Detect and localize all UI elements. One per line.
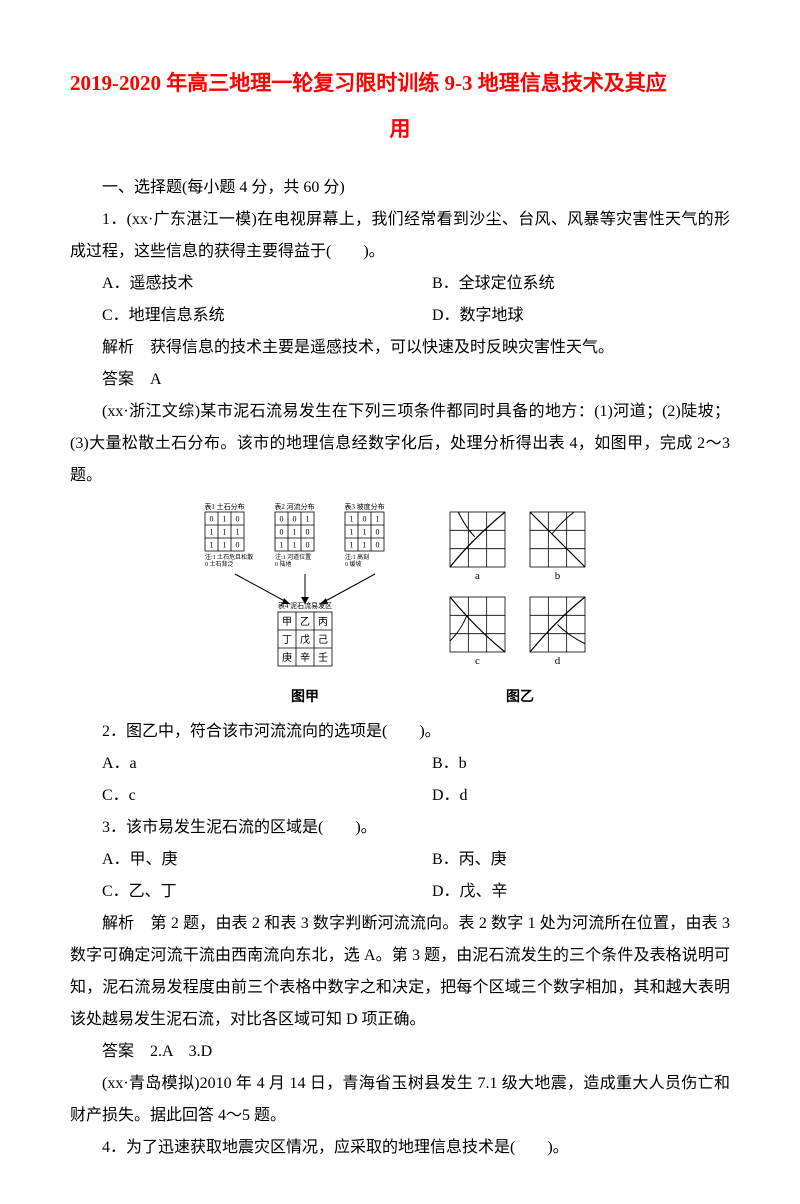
svg-text:0: 0 <box>280 515 284 524</box>
svg-text:c: c <box>475 655 480 667</box>
svg-text:1: 1 <box>223 541 227 550</box>
q3-stem: 3．该市易发生泥石流的区域是( )。 <box>70 812 730 844</box>
figure-yi-svg: a b c d <box>440 502 600 677</box>
svg-text:乙: 乙 <box>300 616 310 628</box>
svg-text:1: 1 <box>376 515 380 524</box>
title-line1: 2019-2020 年高三地理一轮复习限时训练 9-3 地理信息技术及其应 <box>70 71 667 95</box>
svg-text:注:1 高刻: 注:1 高刻 <box>345 553 369 561</box>
svg-text:甲: 甲 <box>282 617 292 628</box>
q3-opt-c: C．乙、丁 <box>70 876 400 908</box>
svg-text:b: b <box>555 570 561 582</box>
svg-text:0: 0 <box>236 541 240 550</box>
figure-row: 表1 土石分布010111110注:1 土石危且松散0 土石背泛表2 河流分布0… <box>70 502 730 706</box>
figure-jia: 表1 土石分布010111110注:1 土石危且松散0 土石背泛表2 河流分布0… <box>200 502 410 706</box>
svg-text:表4 泥石流易发区: 表4 泥石流易发区 <box>278 601 332 610</box>
q2-opt-d: D．d <box>400 780 730 812</box>
svg-text:1: 1 <box>350 528 354 537</box>
figure-yi: a b c d 图乙 <box>440 502 600 706</box>
svg-text:0: 0 <box>236 515 240 524</box>
svg-text:1: 1 <box>363 541 367 550</box>
figure-jia-caption: 图甲 <box>200 686 410 706</box>
svg-text:丙: 丙 <box>318 617 328 628</box>
svg-text:表2 河流分布: 表2 河流分布 <box>274 502 314 511</box>
svg-text:1: 1 <box>236 528 240 537</box>
q2-opt-c: C．c <box>70 780 400 812</box>
svg-text:1: 1 <box>350 515 354 524</box>
q1-opt-c: C．地理信息系统 <box>70 300 400 332</box>
svg-text:0: 0 <box>306 541 310 550</box>
svg-text:辛: 辛 <box>300 651 310 664</box>
q1-analysis: 解析 获得信息的技术主要是遥感技术，可以快速及时反映灾害性天气。 <box>70 332 730 364</box>
q3-opt-d: D．戊、辛 <box>400 876 730 908</box>
title-line2: 用 <box>70 106 730 152</box>
q1-opt-a: A．遥感技术 <box>70 268 400 300</box>
svg-text:1: 1 <box>350 541 354 550</box>
svg-text:注:1 河道位置: 注:1 河道位置 <box>275 553 311 561</box>
svg-text:0 缓坡: 0 缓坡 <box>345 560 362 568</box>
q2-opt-a: A．a <box>70 748 400 780</box>
svg-text:0 土石背泛: 0 土石背泛 <box>205 560 234 568</box>
q4-stem: 4．为了迅速获取地震灾区情况，应采取的地理信息技术是( )。 <box>70 1132 730 1164</box>
q3-opt-a: A．甲、庚 <box>70 844 400 876</box>
svg-text:0: 0 <box>280 528 284 537</box>
svg-text:表3 坡度分布: 表3 坡度分布 <box>344 502 384 511</box>
svg-text:0: 0 <box>363 515 367 524</box>
q1-stem: 1．(xx·广东湛江一模)在电视屏幕上，我们经常看到沙尘、台风、风暴等灾害性天气… <box>70 204 730 268</box>
doc-title: 2019-2020 年高三地理一轮复习限时训练 9-3 地理信息技术及其应 用 <box>70 60 730 152</box>
svg-text:1: 1 <box>306 515 310 524</box>
svg-text:戊: 戊 <box>300 634 310 646</box>
svg-text:1: 1 <box>210 541 214 550</box>
svg-text:壬: 壬 <box>318 652 328 664</box>
figure-jia-svg: 表1 土石分布010111110注:1 土石危且松散0 土石背泛表2 河流分布0… <box>200 502 410 677</box>
svg-text:0: 0 <box>210 515 214 524</box>
svg-text:1: 1 <box>280 541 284 550</box>
q3-opt-b: B．丙、庚 <box>400 844 730 876</box>
q23-answer: 答案 2.A 3.D <box>70 1036 730 1068</box>
intro-q45: (xx·青岛模拟)2010 年 4 月 14 日，青海省玉树县发生 7.1 级大… <box>70 1068 730 1132</box>
svg-text:己: 己 <box>318 635 328 646</box>
q1-opt-b: B．全球定位系统 <box>400 268 730 300</box>
svg-text:庚: 庚 <box>282 651 292 664</box>
svg-text:1: 1 <box>210 528 214 537</box>
q2-opt-b: B．b <box>400 748 730 780</box>
svg-text:0: 0 <box>376 528 380 537</box>
svg-text:d: d <box>555 655 561 667</box>
q3-analysis: 解析 第 2 题，由表 2 和表 3 数字判断河流流向。表 2 数字 1 处为河… <box>70 908 730 1036</box>
svg-text:0 陆地: 0 陆地 <box>275 560 292 568</box>
q1-opt-d: D．数字地球 <box>400 300 730 332</box>
svg-text:0: 0 <box>306 528 310 537</box>
svg-text:1: 1 <box>223 528 227 537</box>
svg-text:1: 1 <box>293 528 297 537</box>
svg-text:0: 0 <box>293 515 297 524</box>
svg-text:丁: 丁 <box>282 635 292 646</box>
figure-yi-caption: 图乙 <box>440 686 600 706</box>
q1-answer: 答案 A <box>70 364 730 396</box>
svg-text:0: 0 <box>376 541 380 550</box>
svg-text:a: a <box>475 570 480 582</box>
svg-text:注:1 土石危且松散: 注:1 土石危且松散 <box>205 553 253 561</box>
svg-text:表1 土石分布: 表1 土石分布 <box>204 502 244 511</box>
svg-text:1: 1 <box>293 541 297 550</box>
q2-stem: 2．图乙中，符合该市河流流向的选项是( )。 <box>70 716 730 748</box>
svg-text:1: 1 <box>363 528 367 537</box>
svg-text:1: 1 <box>223 515 227 524</box>
section-heading: 一、选择题(每小题 4 分，共 60 分) <box>70 172 730 204</box>
intro-q23: (xx·浙江文综)某市泥石流易发生在下列三项条件都同时具备的地方：(1)河道；(… <box>70 396 730 492</box>
